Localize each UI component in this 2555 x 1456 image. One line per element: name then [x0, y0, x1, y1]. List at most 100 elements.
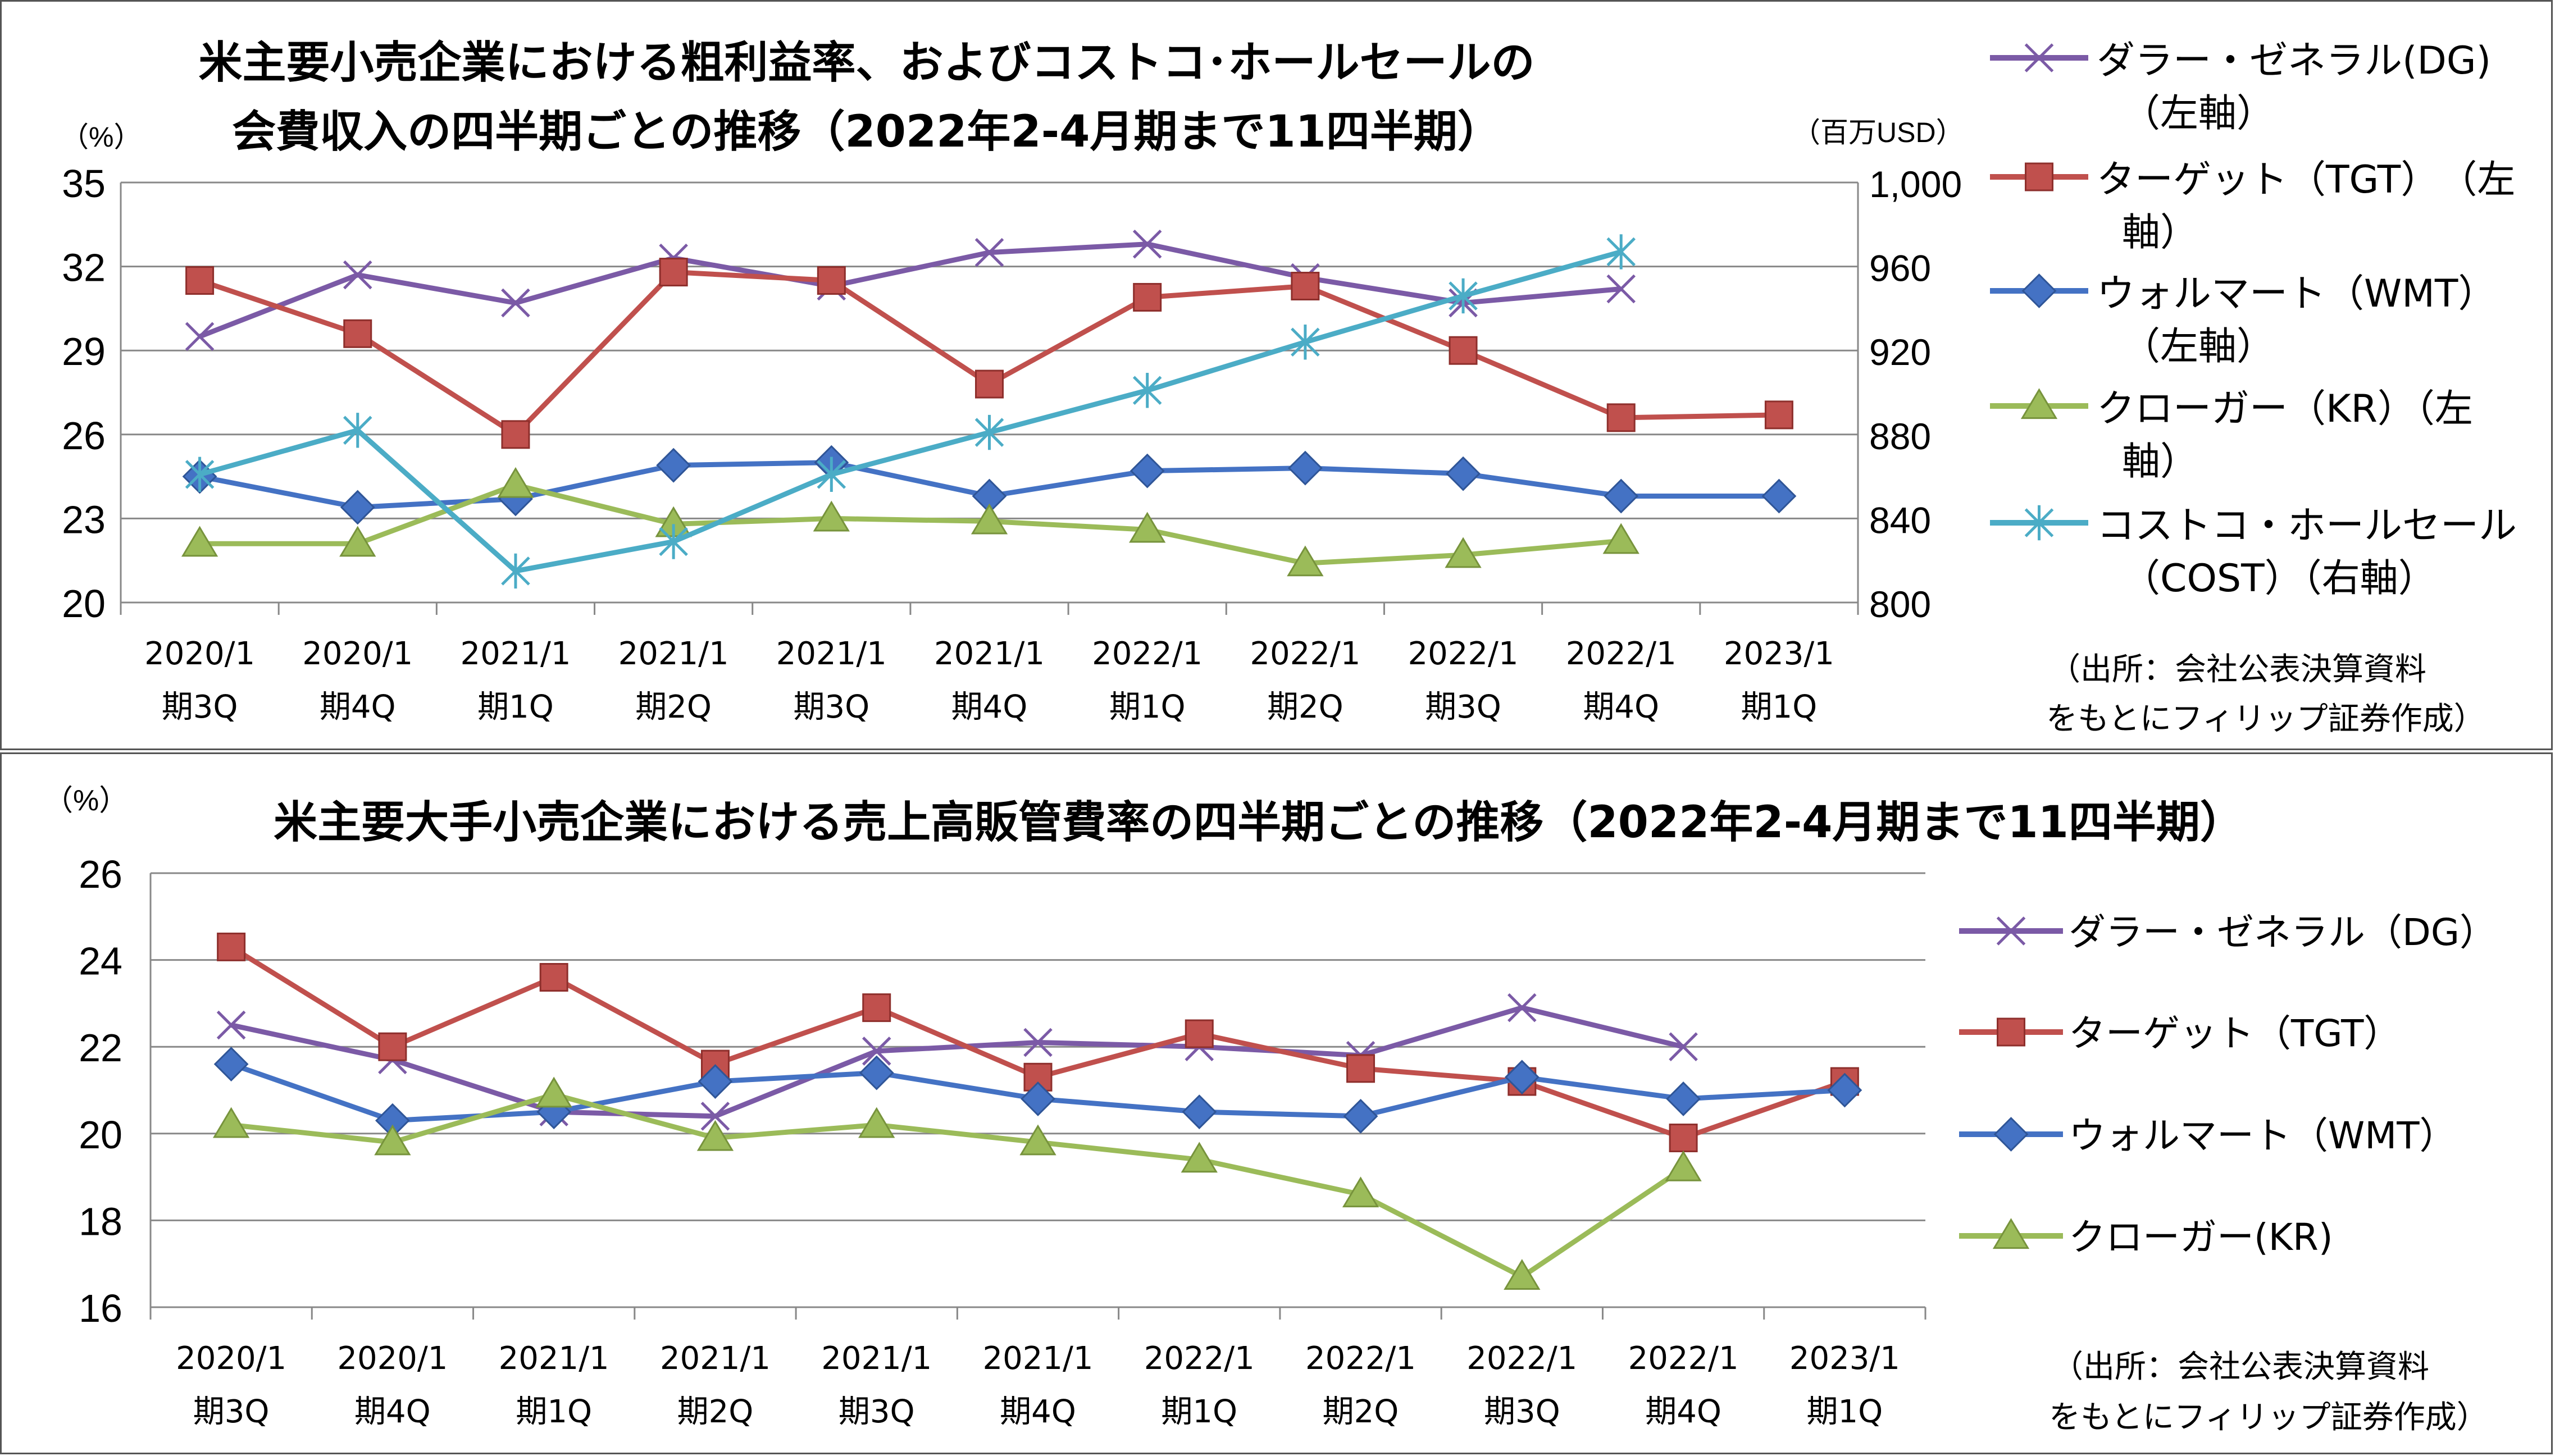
chart2-data-point — [1342, 1176, 1379, 1208]
chart1-data-point — [340, 490, 375, 525]
chart1-x-tick-label: 期3Q — [162, 689, 238, 725]
chart2-series — [212, 932, 1862, 1290]
chart2-x-tick-label: 期4Q — [354, 1394, 431, 1430]
chart2-x-tick-label: 期3Q — [193, 1394, 270, 1430]
chart2-text: 16 18 20 22 24 26 米主要大手小売企業における売上高販管費率の四半期ごとの推… — [44, 784, 2488, 1436]
chart1-data-point — [975, 369, 1004, 399]
chart2-series-line — [231, 1092, 1685, 1280]
chart2-data-point — [700, 1102, 730, 1131]
sga-ratio-chart-panel: 16 18 20 22 24 26 米主要大手小売企業における売上高販管費率の四半期ごとの推… — [0, 752, 2553, 1454]
chart1-data-point — [971, 503, 1008, 535]
chart2-legend: ダラー・ゼネラル（DG） ターゲット（TGT） ウォルマート（WMT） クローガー(K… — [1959, 911, 2497, 1259]
chart2-y-tick-label: 22 — [79, 1026, 122, 1070]
chart1-legend-label: （左軸） — [2122, 92, 2275, 136]
chart1-data-point — [185, 266, 215, 295]
chart1-y-left-tick-label: 23 — [62, 497, 106, 541]
chart1-x-tick-label: 2020/1 — [144, 636, 255, 672]
chart1-data-point — [501, 553, 530, 589]
chart2-ylabel: （%） — [44, 784, 128, 817]
chart1-legend-label: ダラー・ゼネラル(DG) — [2097, 39, 2491, 83]
chart1-x-tick-label: 2021/1 — [934, 636, 1045, 672]
chart2-data-point — [1508, 993, 1537, 1023]
chart2-x-tick-label: 2020/1 — [337, 1340, 448, 1377]
chart2-x-tick-label: 期2Q — [1323, 1394, 1399, 1430]
chart1-legend-label: （COST）（右軸） — [2122, 556, 2436, 601]
chart2-data-point — [1182, 1094, 1217, 1130]
chart1-x-tick-label: 期2Q — [635, 689, 712, 725]
chart1-y-left-tick-label: 32 — [62, 246, 106, 290]
chart1-x-tick-label: 期4Q — [951, 689, 1028, 725]
chart1-data-point — [1132, 229, 1162, 259]
chart1-x-tick-label: 期2Q — [1267, 689, 1343, 725]
chart1-x-tick-label: 2022/1 — [1250, 636, 1360, 672]
chart1-title-line1: 米主要小売企業における粗利益率、およびコストコ･ホールセールの — [198, 38, 1534, 88]
chart2-x-tick-label: 期3Q — [839, 1394, 915, 1430]
chart1-legend-marker — [2020, 388, 2058, 419]
chart1-data-point — [1287, 450, 1323, 486]
chart1-data-point — [1446, 456, 1481, 491]
chart2-x-tick-label: 期1Q — [1807, 1394, 1883, 1430]
chart2-data-point — [212, 1107, 250, 1138]
chart1-legend-label: 軸） — [2122, 211, 2198, 255]
chart2-x-tick-label: 2022/1 — [1305, 1340, 1416, 1377]
chart1-data-point — [1606, 234, 1636, 270]
chart1-data-point — [1449, 278, 1478, 314]
chart1-data-point — [974, 414, 1004, 450]
chart1-y-left-tick-label: 26 — [62, 414, 106, 458]
chart1-data-point — [1602, 523, 1639, 554]
chart1-x-tick-label: 2021/1 — [776, 636, 887, 672]
chart1-legend-label: （左軸） — [2122, 325, 2275, 369]
chart1-data-point — [1449, 336, 1478, 365]
chart2-legend-marker — [1993, 1117, 2029, 1152]
chart1-data-point — [1130, 453, 1165, 489]
chart1-gridlines — [120, 181, 1859, 615]
chart1-title-line2: 会費収入の四半期ごとの推移（2022年2-4月期まで11四半期） — [232, 107, 1501, 157]
chart2-x-tick-label: 2021/1 — [499, 1340, 609, 1377]
chart1-series-line — [199, 482, 1622, 566]
chart1-data-point — [1445, 537, 1482, 568]
chart1-source-line2: をもとにフィリップ証券作成） — [2046, 701, 2485, 737]
chart2-data-point — [1181, 1142, 1218, 1173]
chart1-x-tick-label: 2022/1 — [1566, 636, 1677, 672]
gross-margin-chart: 米主要小売企業における粗利益率、およびコストコ･ホールセールの会費収入の四半期ご… — [61, 38, 2517, 737]
chart1-data-point — [1132, 373, 1162, 408]
chart1-data-point — [343, 413, 372, 448]
chart1-y-right-tick-label: 840 — [1869, 499, 1931, 541]
chart2-y-tick-label: 24 — [79, 939, 122, 983]
chart1-legend-marker — [2025, 162, 2053, 191]
chart1-x-tick-label: 期4Q — [320, 689, 396, 725]
chart1-y-right-tick-label: 1,000 — [1869, 163, 1962, 205]
chart1-ylabel-right: （百万USD） — [1792, 117, 1964, 148]
chart2-x-tick-label: 2023/1 — [1789, 1340, 1900, 1377]
chart2-legend-label: クローガー(KR) — [2069, 1216, 2333, 1259]
chart2-data-point — [539, 963, 568, 992]
chart2-data-point — [1023, 1028, 1053, 1057]
chart2-x-tick-label: 2022/1 — [1466, 1340, 1577, 1377]
chart1-data-point — [343, 319, 372, 348]
chart1-y-left-tick-label: 20 — [62, 582, 106, 626]
chart1-legend-label: ターゲット（TGT） （左 — [2097, 158, 2515, 202]
chart2-y-tick-label: 20 — [79, 1113, 122, 1157]
chart1-y-left-tick-label: 29 — [62, 330, 106, 373]
chart1-data-point — [659, 524, 688, 559]
chart1-legend: ダラー・ゼネラル(DG) （左軸） ターゲット（TGT） （左軸） ウォルマート（WM… — [1990, 39, 2517, 601]
chart1-y-right-tick-label: 960 — [1869, 248, 1931, 289]
chart2-x-tick-label: 期3Q — [1484, 1394, 1560, 1430]
chart2-data-point — [696, 1120, 734, 1151]
chart1-data-point — [1129, 512, 1166, 543]
chart1-data-point — [181, 526, 218, 557]
chart2-x-tick-label: 2022/1 — [1144, 1340, 1255, 1377]
chart1-series-line — [198, 241, 1622, 339]
chart1-legend-label: コストコ・ホールセール — [2097, 504, 2517, 548]
chart1-legend-label: ウォルマート（WMT） — [2097, 272, 2496, 316]
chart1-x-tick-label: 期4Q — [1583, 689, 1659, 725]
chart2-legend-label: ウォルマート（WMT） — [2069, 1114, 2457, 1157]
chart1-x-tick-label: 期1Q — [1109, 689, 1186, 725]
chart1-data-point — [656, 448, 691, 483]
chart1-data-point — [1133, 282, 1162, 312]
chart2-data-point — [1504, 1259, 1541, 1290]
chart1-y-right-tick-label: 800 — [1869, 583, 1931, 625]
chart1-x-tick-label: 2021/1 — [460, 636, 571, 672]
chart1-data-point — [1604, 478, 1639, 514]
chart2-legend-label: ダラー・ゼネラル（DG） — [2069, 911, 2497, 954]
